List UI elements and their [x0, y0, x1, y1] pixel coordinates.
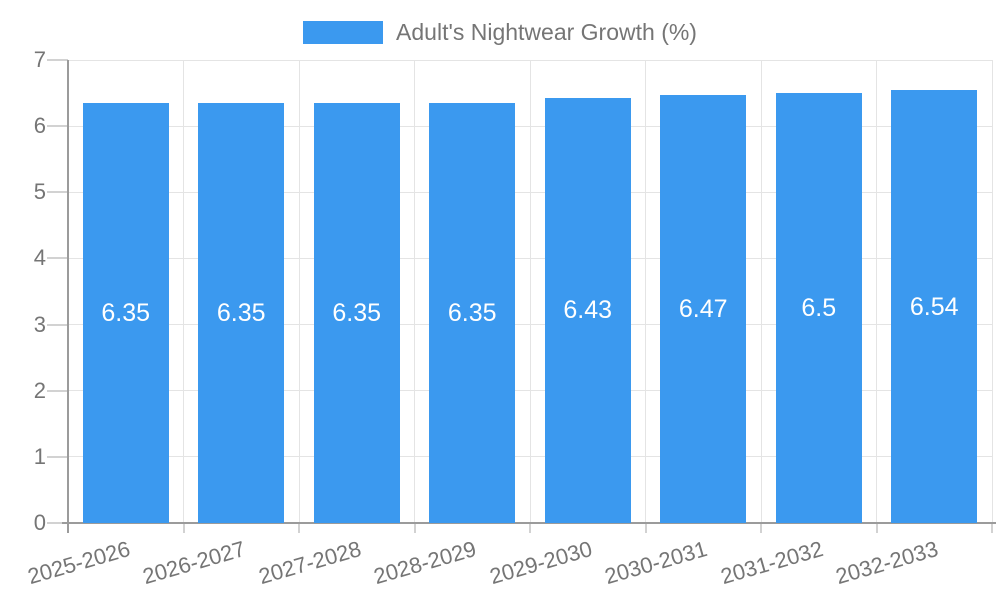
y-tick-label: 4 [33, 245, 46, 271]
y-tick [47, 522, 68, 524]
v-gridline [298, 60, 300, 523]
y-tick-label: 2 [33, 377, 46, 403]
y-tick [47, 125, 68, 128]
bar-value-label: 6.54 [909, 292, 959, 321]
bar-2030-2031[interactable] [660, 95, 747, 523]
x-tick [182, 523, 185, 533]
bar-2031-2032[interactable] [775, 93, 862, 523]
bar-value-label: 6.35 [216, 298, 266, 327]
y-tick-label: 5 [33, 179, 46, 205]
v-gridline [529, 60, 531, 523]
y-tick [47, 323, 68, 326]
v-gridline [876, 60, 877, 523]
x-axis-line [62, 522, 996, 524]
y-tick-label: 3 [33, 311, 46, 337]
v-gridline [991, 60, 993, 523]
bar-value-label: 6.35 [332, 298, 382, 327]
y-tick-label: 1 [33, 443, 46, 469]
y-tick [47, 191, 68, 194]
y-tick-label: 0 [33, 510, 46, 535]
x-tick [991, 523, 993, 533]
x-tick [529, 523, 531, 533]
legend-label: Adult's Nightwear Growth (%) [396, 18, 697, 45]
bar-2029-2030[interactable] [544, 97, 631, 523]
bar-value-label: 6.35 [101, 298, 151, 327]
y-axis-line [67, 60, 69, 533]
bar-2025-2026[interactable] [82, 102, 169, 523]
y-tick [47, 455, 68, 458]
legend-item[interactable]: Adult's Nightwear Growth (%) [0, 18, 1000, 46]
x-tick [875, 523, 878, 533]
bar-value-label: 6.47 [678, 295, 728, 324]
legend-swatch [303, 20, 384, 44]
bar-2028-2029[interactable] [429, 102, 516, 523]
v-gridline [760, 60, 762, 523]
y-tick [47, 257, 68, 260]
x-tick [644, 523, 647, 533]
bar-value-label: 6.43 [563, 296, 613, 325]
bar-2027-2028[interactable] [313, 102, 400, 523]
x-tick [298, 523, 300, 533]
v-gridline [645, 60, 646, 523]
y-tick [47, 389, 68, 392]
x-tick [413, 523, 416, 533]
bar-value-label: 6.5 [801, 294, 837, 323]
v-gridline [414, 60, 415, 523]
bar-2026-2027[interactable] [198, 102, 285, 523]
y-tick-label: 6 [33, 113, 46, 139]
x-tick [760, 523, 762, 533]
y-tick [47, 59, 68, 61]
bar-2032-2033[interactable] [891, 90, 978, 523]
y-tick-label: 7 [33, 47, 46, 72]
bar-value-label: 6.35 [447, 298, 497, 327]
v-gridline [183, 60, 184, 523]
